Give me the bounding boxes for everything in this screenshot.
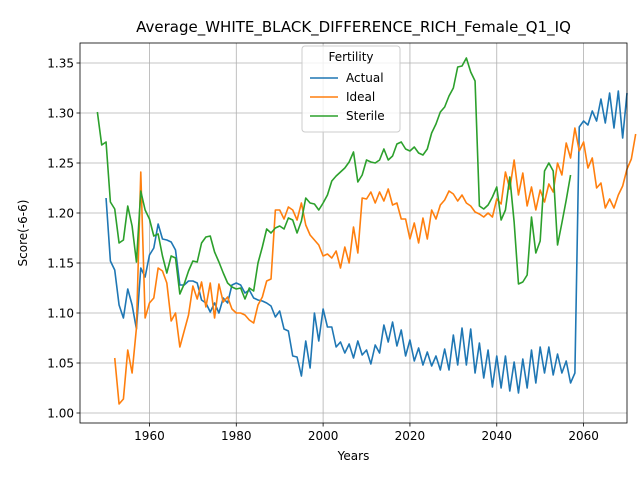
x-axis-label: Years [337, 449, 370, 463]
x-tick-label: 1980 [221, 429, 252, 443]
legend-label-actual: Actual [346, 71, 384, 85]
y-tick-label: 1.25 [47, 157, 74, 171]
axis-ticks: 1960 1980 2000 2020 2040 2060 1.00 1.05 1.10 1.15… [47, 57, 599, 444]
series-line-ideal [113, 127, 637, 405]
legend-title: Fertility [328, 50, 373, 64]
x-tick-label: 2040 [481, 429, 512, 443]
y-tick-label: 1.05 [47, 357, 74, 371]
y-tick-label: 1.35 [47, 57, 74, 71]
chart-title: Average_WHITE_BLACK_DIFFERENCE_RICH_Fema… [136, 18, 571, 37]
legend-label-sterile: Sterile [346, 109, 385, 123]
y-tick-label: 1.00 [47, 407, 74, 421]
y-axis-label: Score(-6-6) [16, 200, 30, 267]
series-layer [96, 57, 637, 405]
series-line-actual [105, 90, 628, 394]
x-tick-label: 2020 [395, 429, 426, 443]
legend-label-ideal: Ideal [346, 90, 375, 104]
y-tick-label: 1.15 [47, 257, 74, 271]
legend: Fertility Actual Ideal Sterile [301, 45, 401, 133]
plot-frame [79, 42, 628, 424]
y-tick-label: 1.20 [47, 207, 74, 221]
y-tick-label: 1.10 [47, 307, 74, 321]
series-line-sterile [96, 57, 572, 300]
legend-box [301, 45, 401, 133]
y-tick-label: 1.30 [47, 107, 74, 121]
x-tick-label: 2060 [568, 429, 599, 443]
x-tick-label: 1960 [134, 429, 165, 443]
x-tick-label: 2000 [308, 429, 339, 443]
